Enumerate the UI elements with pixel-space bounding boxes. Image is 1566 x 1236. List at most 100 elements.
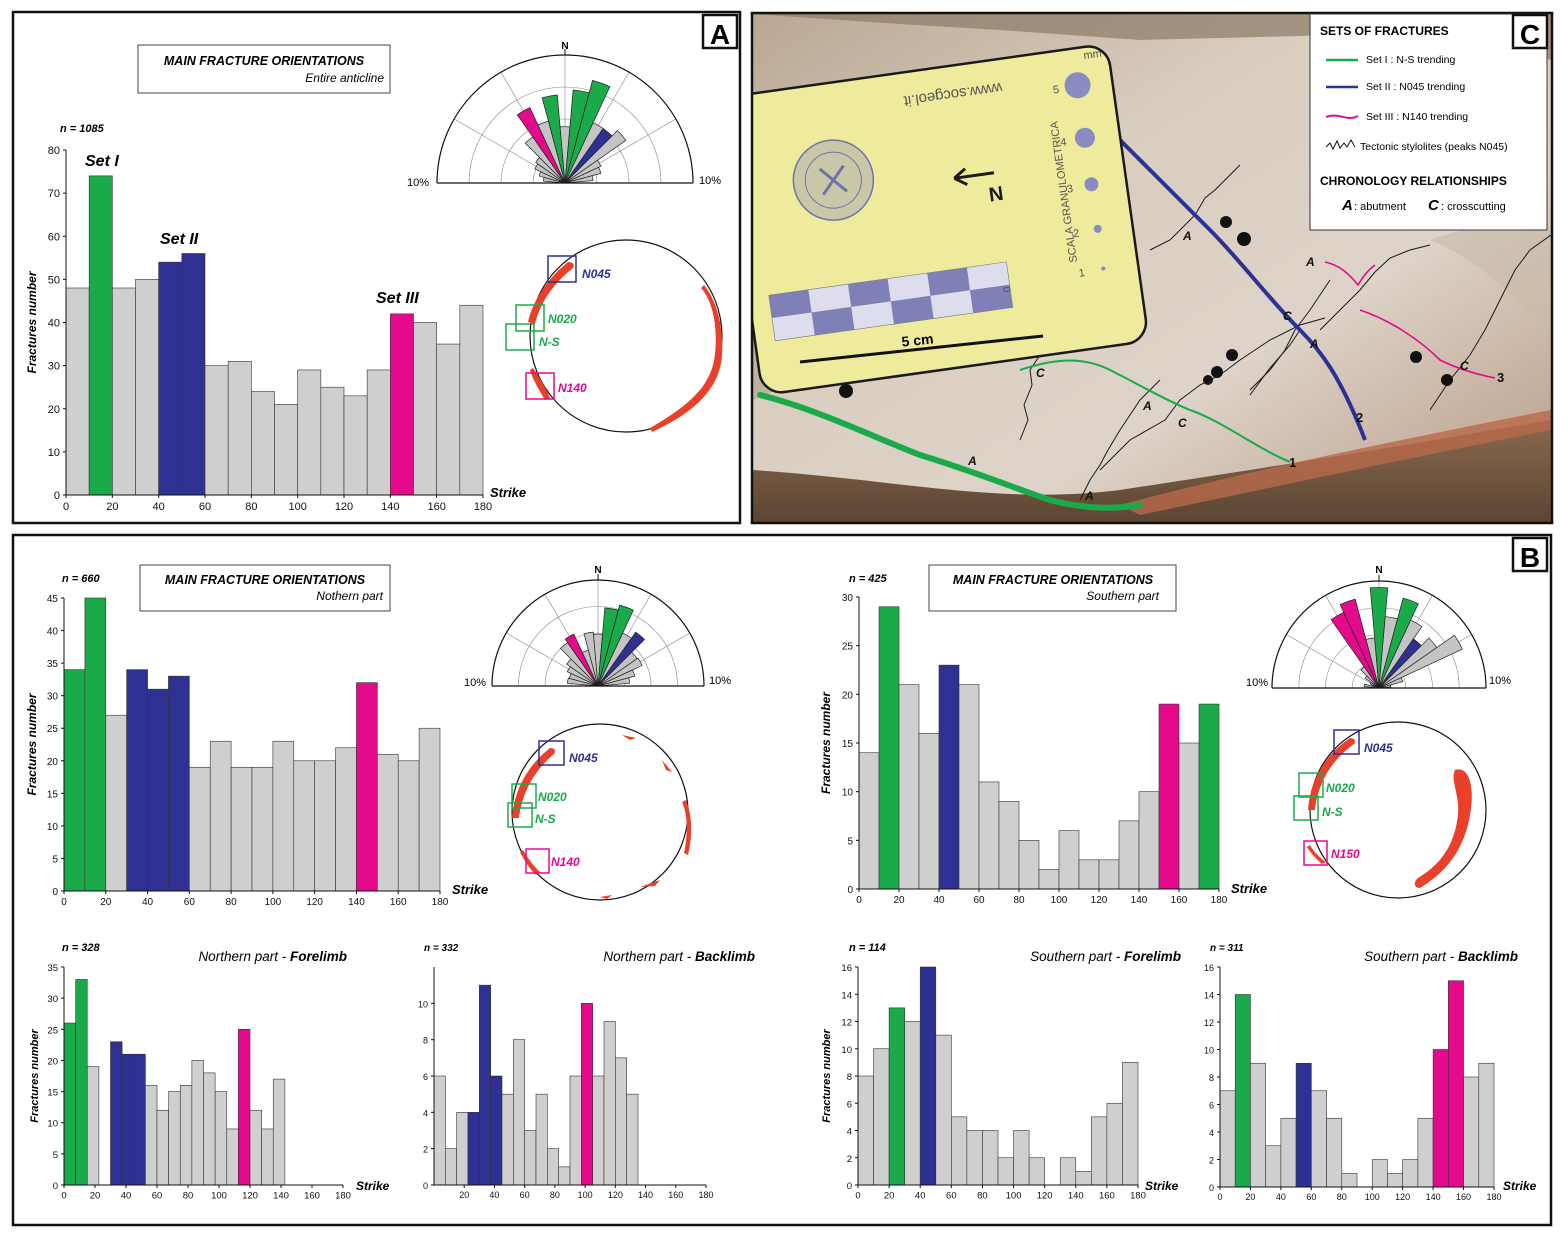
- nf-title-limb: Forelimb: [290, 949, 347, 964]
- stereonet-bn-patch-4: [600, 895, 612, 899]
- rose-petal-rose-B-south-15: [1378, 677, 1404, 689]
- rose-diagram-northern-part: [491, 574, 705, 687]
- y-axis-label-B-south: Fractures number: [819, 691, 833, 794]
- dot: [1220, 216, 1232, 228]
- bar-B-south-13: [1118, 820, 1140, 890]
- y-tick-label-B-north-forelimb-0: 0: [53, 1181, 58, 1192]
- panel-b: B n = 660 MAIN FRACTURE ORIENTATIONS Not…: [11, 533, 1553, 1227]
- bar-B-north-forelimb-13: [214, 1091, 228, 1186]
- y-tick-label-B-south-backlimb-8: 16: [1204, 963, 1214, 973]
- bar-B-north-1: [84, 597, 107, 892]
- y-tick-label-B-north-forelimb-7: 35: [47, 963, 58, 974]
- chrono-a-letter: A: [1341, 197, 1353, 214]
- rose-ring-rose-A-3: [436, 54, 694, 184]
- rose-petal-rose-B-south-16: [1378, 684, 1392, 689]
- y-tick-label-B-south-forelimb-4: 8: [847, 1072, 852, 1083]
- sf-title-limb: Forelimb: [1124, 949, 1181, 964]
- x-axis-label-A: Strike: [490, 485, 526, 500]
- bar-B-south-backlimb-14: [1432, 1049, 1449, 1188]
- bar-B-north-forelimb-1: [75, 979, 88, 1186]
- rose-bs-left-pct: 10%: [1246, 677, 1268, 689]
- bar-B-south-backlimb-5: [1295, 1062, 1312, 1188]
- bar-B-south-forelimb-1: [873, 1048, 890, 1186]
- y-tick-label-A-1: 10: [48, 447, 60, 459]
- bar-B-north-forelimb-8: [156, 1109, 169, 1186]
- rose-bs-right-pct: 10%: [1489, 675, 1511, 687]
- nf-title-part: Northern part -: [198, 949, 290, 964]
- bar-B-north-forelimb-2: [86, 1066, 100, 1186]
- y-tick-label-B-north-2: 10: [47, 822, 59, 833]
- bar-B-north-15: [377, 753, 399, 892]
- rose-bn-right-pct: 10%: [709, 675, 731, 687]
- rose-diagram-entire-anticline: [436, 49, 694, 184]
- y-tick-label-B-north-3: 15: [47, 789, 59, 800]
- x-tick-label-B-south-backlimb-6: 120: [1395, 1192, 1410, 1202]
- bar-B-north-backlimb-17: [626, 1093, 639, 1186]
- x-tick-label-B-north-forelimb-5: 100: [211, 1191, 227, 1202]
- legend-item-stylolite: Tectonic stylolites (peaks N045): [1360, 141, 1508, 153]
- bar-A-2: [112, 287, 136, 496]
- stereonet-bn-box-n020: [511, 783, 537, 809]
- x-tick-label-B-north-backlimb-4: 100: [578, 1190, 593, 1200]
- y-tick-label-B-north-forelimb-2: 10: [47, 1119, 58, 1130]
- rose-ring-rose-B-south-3: [1271, 580, 1487, 689]
- rose-ring-rose-A-1: [500, 118, 630, 184]
- histogram-northern-part: 0 20 40 60 80 100 120 140 160 180 0 5 10 15 20 25 30 35 40…: [25, 594, 488, 908]
- y-tick-label-B-south-1: 5: [847, 836, 853, 847]
- stylolite-7: [1429, 234, 1551, 411]
- y-tick-label-B-south-forelimb-6: 12: [841, 1018, 852, 1029]
- bar-A-6: [204, 365, 229, 496]
- y-tick-label-B-south-forelimb-0: 0: [847, 1181, 852, 1192]
- y-tick-label-B-south-backlimb-6: 12: [1204, 1018, 1214, 1028]
- stereonet-bn-patch-3: [640, 880, 660, 887]
- bar-B-south-backlimb-16: [1463, 1076, 1480, 1188]
- y-tick-label-B-south-3: 15: [842, 739, 854, 750]
- rose-bs-north-label: N: [1375, 565, 1382, 576]
- set-label-3: Set III: [376, 290, 419, 307]
- mark-c1: C: [1283, 309, 1292, 323]
- stereonet-entire-anticline: N045 N020 N-S N140: [505, 239, 723, 433]
- mark-a4: A: [1142, 399, 1152, 413]
- bar-B-north-forelimb-6: [133, 1053, 146, 1186]
- bar-B-south-forelimb-14: [1075, 1171, 1092, 1186]
- bar-A-9: [274, 404, 298, 496]
- x-axis-label-B-south: Strike: [1231, 881, 1267, 896]
- y-tick-label-B-south-forelimb-7: 14: [841, 990, 852, 1001]
- grain-dot-1: [1101, 266, 1106, 271]
- bar-B-south-backlimb-0: [1219, 1090, 1236, 1188]
- bar-B-south-backlimb-7: [1326, 1117, 1343, 1188]
- mark-c4: C: [1460, 359, 1469, 373]
- stereonet-bs-label-ns: N-S: [1322, 805, 1343, 819]
- bar-B-south-forelimb-8: [982, 1130, 999, 1186]
- fracture-set1-main: [757, 392, 1143, 511]
- bar-B-north-backlimb-14: [592, 1075, 605, 1186]
- stereonet-bs-density-w: [1307, 845, 1326, 864]
- x-tick-label-B-south-forelimb-5: 100: [1006, 1191, 1022, 1202]
- stylolite-2: [1079, 379, 1161, 501]
- stereonet-bs-label-n045: N045: [1364, 741, 1393, 755]
- grain-dot-3: [1084, 177, 1099, 192]
- x-tick-label-B-south-9: 180: [1211, 895, 1228, 906]
- card-digits: 1 2 3 4 5: [1052, 84, 1085, 280]
- legend-item-set1: Set I : N-S trending: [1366, 54, 1455, 66]
- rose-petal-rose-A-7: [541, 94, 566, 184]
- bar-B-south-16: [1178, 742, 1200, 890]
- rose-petal-rose-B-south-11: [1378, 619, 1423, 689]
- nb-title-part: Northern part -: [603, 949, 695, 964]
- bar-B-south-forelimb-16: [1106, 1102, 1123, 1186]
- fracture-set2: [1108, 128, 1367, 441]
- bar-B-south-backlimb-13: [1417, 1117, 1434, 1188]
- x-tick-label-A-4: 80: [245, 501, 257, 513]
- panel-c-outcrop-photo: N www.socgeol.it 0 SCALA GRANULOMETRICA …: [750, 11, 1554, 525]
- x-tick-label-B-north-forelimb-3: 60: [152, 1191, 163, 1202]
- x-tick-label-B-south-5: 100: [1051, 895, 1068, 906]
- x-tick-label-A-5: 100: [288, 501, 306, 513]
- x-tick-label-B-south-backlimb-4: 80: [1337, 1192, 1347, 1202]
- x-tick-label-B-south-backlimb-8: 160: [1456, 1192, 1471, 1202]
- y-tick-label-B-south-backlimb-3: 6: [1209, 1101, 1214, 1111]
- legend-box: [1309, 13, 1548, 231]
- bar-B-south-forelimb-0: [857, 1075, 874, 1186]
- rose-petal-rose-B-south-8: [1369, 587, 1389, 689]
- bar-B-north-forelimb-17: [261, 1128, 274, 1186]
- stereonet-bn-box-ns: [507, 802, 533, 828]
